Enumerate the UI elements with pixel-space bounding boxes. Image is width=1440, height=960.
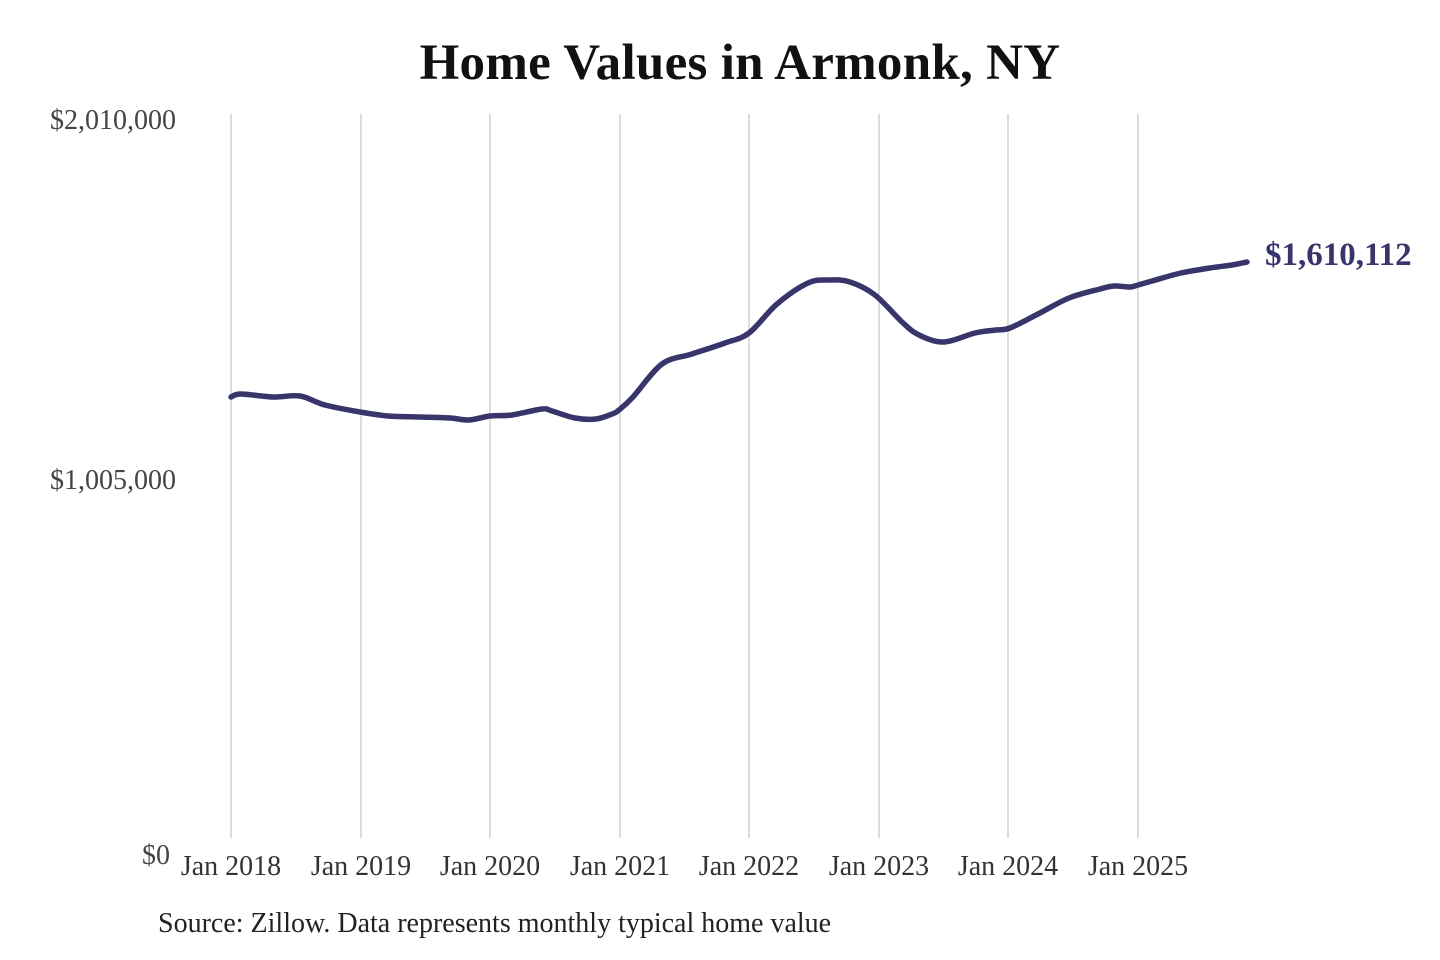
svg-text:$0: $0	[142, 840, 170, 871]
svg-text:Jan 2022: Jan 2022	[699, 851, 799, 882]
svg-text:Jan 2024: Jan 2024	[958, 851, 1058, 882]
svg-text:$1,005,000: $1,005,000	[50, 465, 176, 496]
svg-text:Jan 2018: Jan 2018	[181, 851, 281, 882]
svg-text:$2,010,000: $2,010,000	[50, 105, 176, 136]
svg-text:$1,610,112: $1,610,112	[1265, 237, 1412, 273]
svg-text:Jan 2020: Jan 2020	[440, 851, 540, 882]
svg-text:Jan 2025: Jan 2025	[1088, 851, 1188, 882]
svg-text:Jan 2021: Jan 2021	[570, 851, 670, 882]
svg-text:Jan 2023: Jan 2023	[829, 851, 929, 882]
svg-text:Jan 2019: Jan 2019	[311, 851, 411, 882]
